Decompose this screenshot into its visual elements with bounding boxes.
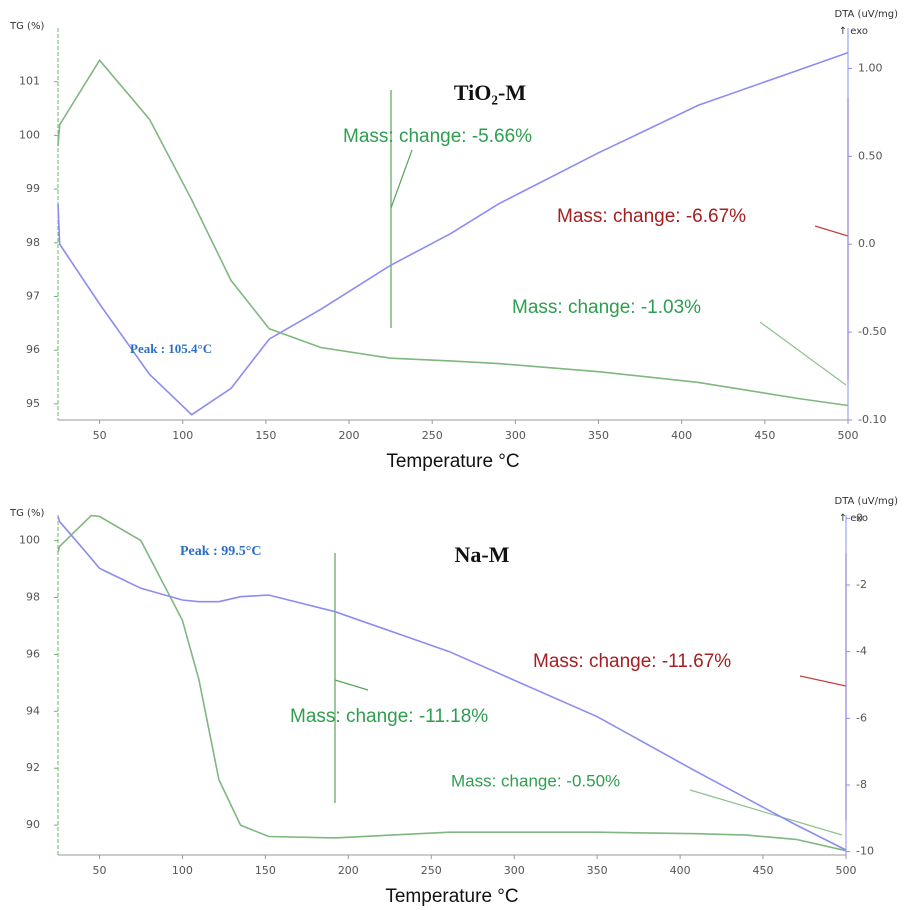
x-tick-label: 200	[339, 429, 360, 442]
x-tick-label: 450	[753, 864, 774, 877]
x-tick-label: 500	[838, 429, 859, 442]
data-line	[57, 514, 847, 852]
y-tick-label: 96	[26, 343, 40, 356]
y-tick-label: 100	[19, 534, 40, 547]
y-tick-label: 98	[26, 236, 40, 249]
x-tick-label: 200	[338, 864, 359, 877]
y2-tick-label: -4	[856, 645, 867, 658]
y-tick-label: 95	[26, 397, 40, 410]
annotation: Peak : 105.4°C	[130, 341, 212, 356]
x-tick-label: 50	[93, 429, 107, 442]
x-tick-label: 400	[670, 864, 691, 877]
y-tick-label: 101	[19, 75, 40, 88]
y-tick-label: 94	[26, 704, 40, 717]
y2-axis-label: DTA (uV/mg)	[835, 496, 899, 507]
annotation: Peak : 99.5°C	[180, 544, 261, 559]
annotation: Mass: change: -1.03%	[512, 297, 701, 318]
arrow	[814, 225, 849, 237]
title: Na-M	[455, 542, 510, 567]
y-tick-label: 92	[26, 761, 40, 774]
arrow	[689, 789, 843, 836]
data-line	[57, 51, 849, 416]
x-tick-label: 300	[504, 864, 525, 877]
arrow	[390, 149, 413, 209]
y2-tick-label: 0.0	[858, 237, 876, 250]
arrow	[759, 321, 847, 386]
x-tick-label: 100	[172, 429, 193, 442]
y-tick-label: 90	[26, 818, 40, 831]
y-axis-label: TG (%)	[9, 508, 44, 519]
annotation: Mass: change: -0.50%	[451, 771, 620, 790]
annotation: Mass: change: -6.67%	[557, 206, 746, 227]
x-tick-label: 250	[421, 864, 442, 877]
y2-axis-note: ↑ exo	[839, 26, 868, 37]
data-line	[57, 58, 849, 407]
y-axis-label: TG (%)	[9, 21, 44, 32]
annotation: Mass: change: -11.18%	[290, 706, 488, 727]
y-tick-label: 97	[26, 289, 40, 302]
x-tick-label: 300	[505, 429, 526, 442]
arrow	[799, 675, 847, 687]
x-tick-label: 350	[588, 429, 609, 442]
x-tick-label: 450	[754, 429, 775, 442]
y2-tick-label: -8	[856, 778, 867, 791]
data-line	[57, 516, 847, 851]
y2-tick-label: 1.00	[858, 61, 883, 74]
y2-tick-label: -0.50	[858, 325, 886, 338]
y2-tick-label: 0	[856, 511, 863, 524]
x-tick-label: 400	[671, 429, 692, 442]
x-tick-label: 100	[172, 864, 193, 877]
x-tick-label: 350	[587, 864, 608, 877]
y2-tick-label: -2	[856, 578, 867, 591]
y2-axis-label: DTA (uV/mg)	[835, 9, 899, 20]
annotation: Mass: change: -11.67%	[533, 651, 731, 672]
y2-tick-label: 0.50	[858, 149, 883, 162]
x-tick-label: 250	[422, 429, 443, 442]
title: TiO₂-M	[454, 80, 526, 105]
x-tick-label: 50	[92, 864, 106, 877]
y-tick-label: 100	[19, 128, 40, 141]
y-tick-label: 99	[26, 182, 40, 195]
x-tick-label: 500	[836, 864, 857, 877]
arrow	[334, 679, 369, 691]
y2-axis-note: ↑ exo	[839, 513, 868, 524]
x-tick-label: 150	[255, 429, 276, 442]
y-tick-label: 96	[26, 647, 40, 660]
x-axis-label: Temperature °C	[385, 886, 518, 907]
y2-tick-label: -0.10	[858, 413, 886, 426]
y2-tick-label: -10	[856, 845, 874, 858]
y2-tick-label: -6	[856, 711, 867, 724]
annotation: Mass: change: -5.66%	[343, 126, 532, 147]
x-axis-label: Temperature °C	[386, 451, 519, 472]
y-tick-label: 98	[26, 591, 40, 604]
x-tick-label: 150	[255, 864, 276, 877]
